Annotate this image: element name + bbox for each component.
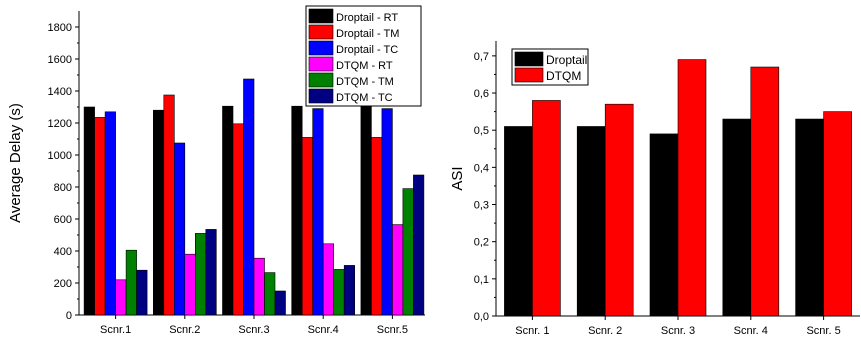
bar	[360, 105, 372, 316]
legend-label: Droptail	[546, 53, 587, 67]
legend-swatch	[308, 8, 334, 24]
y-tick-label: 0,4	[474, 162, 489, 174]
x-tick-label: Scnr.1	[100, 324, 131, 336]
y-tick-label: 600	[54, 214, 72, 226]
y-tick-label: 1000	[48, 150, 72, 162]
bar	[184, 253, 196, 316]
asi-chart: 0,0 0,1 0,2 0,3 0,4 0,5 0,6 0,7 ASI Scnr. 1 Scnr. …	[449, 41, 860, 337]
legend-swatch	[514, 51, 544, 67]
bar	[504, 126, 533, 317]
bar	[83, 106, 95, 316]
bar	[243, 78, 255, 316]
bar	[795, 118, 824, 317]
bar	[649, 133, 679, 317]
y-tick-label: 1600	[48, 54, 72, 66]
y-tick-label: 0,1	[474, 274, 489, 286]
legend-label: Droptail - TM	[336, 28, 399, 40]
y-tick-label: 0,7	[474, 51, 489, 63]
x-tick-label: Scnr. 4	[734, 325, 768, 337]
bar	[153, 109, 165, 316]
legend-label: Droptail - RT	[336, 12, 398, 24]
legend-swatch	[308, 40, 334, 56]
bar	[205, 229, 217, 316]
legend-swatch	[308, 72, 334, 88]
bar	[253, 257, 265, 316]
legend-swatch	[514, 67, 544, 83]
bar	[274, 290, 286, 316]
y-tick-label: 800	[54, 182, 72, 194]
y-tick-label: 1200	[48, 118, 72, 130]
bar	[301, 137, 314, 316]
y-tick-label: 0,3	[474, 200, 489, 212]
x-tick-label: Scnr.2	[169, 324, 200, 336]
bar	[722, 118, 752, 317]
bar	[136, 269, 148, 316]
x-tick-label: Scnr.5	[377, 324, 408, 336]
bar	[195, 233, 207, 316]
bar	[163, 94, 175, 316]
bar	[312, 108, 324, 316]
bar	[604, 103, 634, 317]
y-axis-label: Average Delay (s)	[7, 103, 24, 223]
x-tick-label: Scnr. 3	[661, 325, 695, 337]
bar	[343, 265, 356, 316]
y-tick-label: 1800	[48, 22, 72, 34]
y-axis-label: ASI	[449, 166, 466, 190]
legend-label: DTQM - TC	[336, 92, 393, 104]
legend-swatch	[308, 24, 334, 40]
y-tick-label: 400	[54, 246, 72, 258]
bar	[677, 59, 707, 317]
bar	[750, 66, 780, 317]
legend-label: DTQM	[546, 69, 581, 83]
bar	[104, 111, 116, 316]
bar	[823, 111, 852, 317]
x-tick-label: Scnr. 5	[806, 325, 840, 337]
bar	[264, 272, 276, 316]
y-tick-label: 200	[54, 278, 72, 290]
bar	[532, 100, 561, 317]
bar	[94, 117, 106, 316]
bar	[291, 105, 303, 316]
y-tick-label: 0,6	[474, 88, 489, 100]
bar	[576, 126, 606, 317]
x-tick-label: Scnr. 1	[515, 325, 549, 337]
y-tick-label: 0,2	[474, 237, 489, 249]
legend-swatch	[308, 88, 334, 104]
legend-label: Droptail - TC	[336, 44, 398, 56]
bar	[115, 279, 127, 316]
legend-swatch	[308, 56, 334, 72]
bar	[322, 243, 335, 316]
x-tick-label: Scnr.3	[238, 324, 269, 336]
bar	[371, 137, 383, 316]
y-tick-label: 1400	[48, 86, 72, 98]
x-tick-label: Scnr. 2	[588, 325, 622, 337]
bar	[333, 269, 345, 316]
legend-label: DTQM - TM	[336, 76, 394, 88]
y-tick-label: 0,0	[474, 311, 489, 323]
bar	[232, 123, 244, 316]
bar	[413, 174, 425, 316]
bar	[174, 142, 186, 316]
bar	[125, 249, 137, 316]
y-tick-label: 0,5	[474, 125, 489, 137]
x-tick-label: Scnr.4	[308, 324, 339, 336]
bar	[381, 108, 393, 316]
legend-label: DTQM - RT	[336, 60, 393, 72]
y-tick-label: 0	[66, 310, 72, 322]
bar	[222, 105, 234, 316]
bar	[402, 188, 414, 316]
bar	[392, 224, 404, 316]
average-delay-chart: 0 200 400 600 800 1000 1200 1400 1600 1800 Average…	[7, 5, 425, 336]
